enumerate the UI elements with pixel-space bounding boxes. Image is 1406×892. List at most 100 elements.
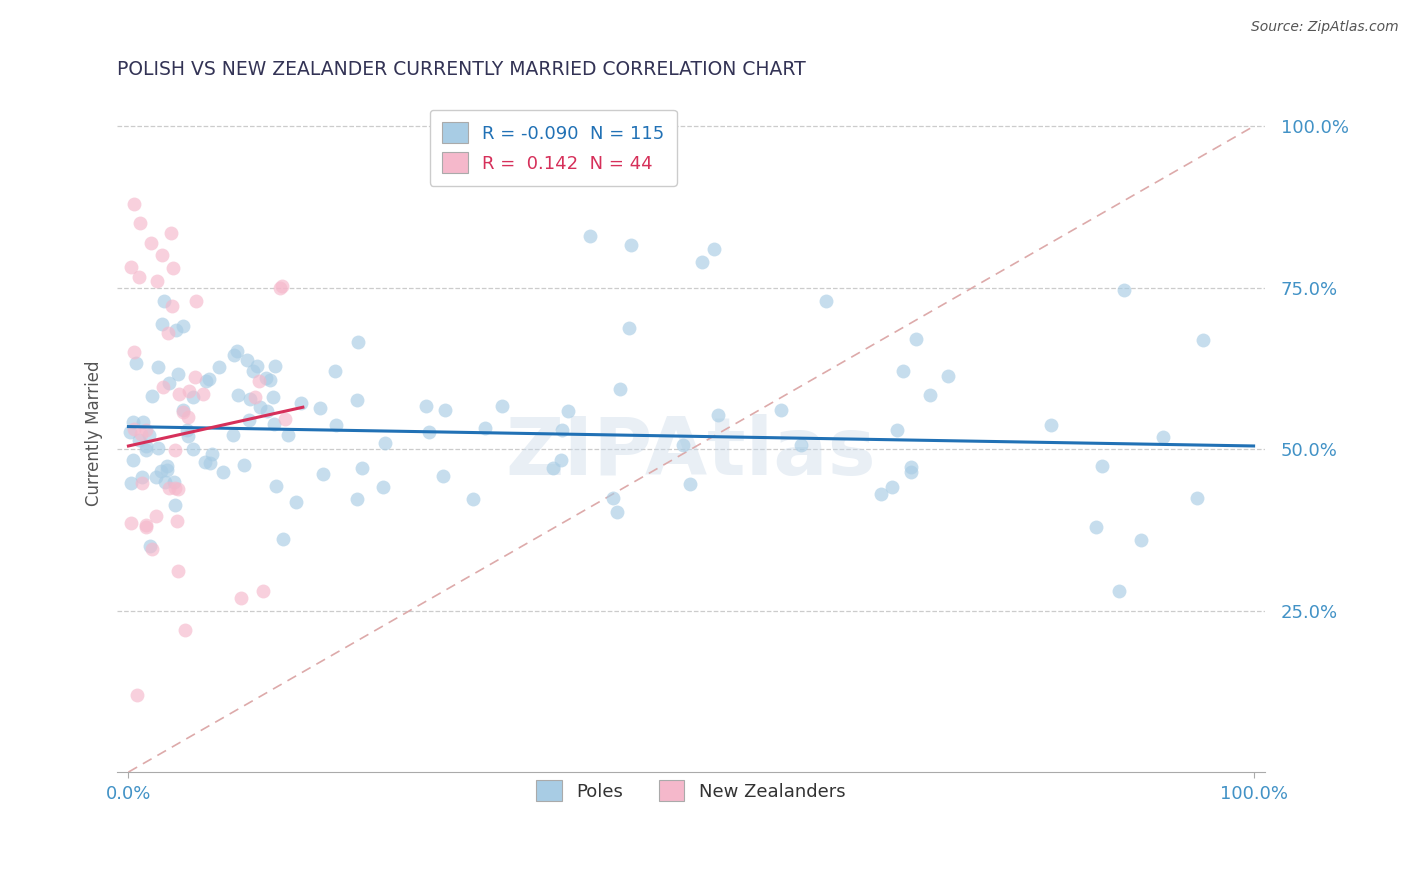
- Point: [145, 508, 167, 523]
- Point: [159, 481, 181, 495]
- Point: [211, 465, 233, 479]
- Point: [167, 483, 190, 497]
- Point: [1191, 333, 1213, 347]
- Point: [135, 439, 157, 453]
- Point: [239, 392, 262, 406]
- Point: [578, 229, 600, 244]
- Point: [181, 442, 204, 456]
- Point: [1108, 584, 1130, 599]
- Point: [167, 564, 190, 578]
- Point: [128, 216, 150, 230]
- Point: [122, 453, 145, 467]
- Point: [131, 469, 153, 483]
- Point: [163, 481, 186, 495]
- Point: [269, 281, 291, 295]
- Point: [165, 323, 187, 337]
- Point: [146, 441, 169, 455]
- Point: [308, 401, 330, 415]
- Point: [346, 491, 368, 506]
- Point: [1185, 491, 1208, 506]
- Point: [132, 415, 155, 429]
- Point: [541, 460, 564, 475]
- Point: [271, 279, 294, 293]
- Point: [172, 405, 194, 419]
- Point: [619, 321, 641, 335]
- Point: [153, 293, 176, 308]
- Point: [148, 359, 170, 374]
- Point: [936, 369, 959, 384]
- Point: [145, 274, 167, 288]
- Point: [1114, 283, 1136, 297]
- Point: [145, 470, 167, 484]
- Point: [226, 387, 249, 401]
- Point: [122, 422, 145, 436]
- Point: [870, 486, 893, 500]
- Point: [166, 515, 188, 529]
- Point: [815, 293, 838, 308]
- Point: [432, 468, 454, 483]
- Point: [254, 371, 277, 385]
- Point: [172, 403, 194, 417]
- Point: [690, 255, 713, 269]
- Point: [191, 387, 214, 401]
- Point: [1085, 519, 1108, 533]
- Point: [177, 410, 200, 425]
- Point: [225, 343, 247, 358]
- Point: [373, 480, 395, 494]
- Point: [184, 369, 207, 384]
- Point: [770, 403, 793, 417]
- Point: [886, 424, 908, 438]
- Point: [229, 591, 252, 605]
- Point: [138, 427, 160, 442]
- Point: [131, 426, 153, 441]
- Point: [173, 623, 195, 637]
- Point: [208, 360, 231, 375]
- Point: [236, 353, 259, 368]
- Point: [198, 456, 221, 470]
- Point: [918, 388, 941, 402]
- Point: [679, 476, 702, 491]
- Point: [163, 475, 186, 490]
- Point: [120, 516, 142, 530]
- Text: ZIPAtlas: ZIPAtlas: [506, 415, 876, 492]
- Point: [312, 467, 335, 482]
- Point: [550, 453, 572, 467]
- Point: [139, 539, 162, 553]
- Point: [891, 364, 914, 378]
- Point: [249, 400, 271, 414]
- Point: [153, 475, 176, 490]
- Point: [418, 425, 440, 440]
- Point: [193, 454, 215, 468]
- Point: [238, 412, 260, 426]
- Point: [463, 491, 485, 506]
- Point: [181, 390, 204, 404]
- Point: [179, 384, 201, 399]
- Point: [551, 424, 574, 438]
- Point: [242, 364, 264, 378]
- Point: [198, 372, 221, 386]
- Point: [277, 428, 299, 442]
- Point: [201, 447, 224, 461]
- Point: [150, 465, 173, 479]
- Point: [118, 425, 141, 439]
- Point: [162, 261, 184, 276]
- Point: [491, 399, 513, 413]
- Point: [789, 438, 811, 452]
- Point: [150, 248, 173, 262]
- Point: [557, 404, 579, 418]
- Point: [222, 348, 245, 362]
- Point: [256, 403, 278, 417]
- Point: [166, 367, 188, 381]
- Point: [602, 491, 624, 506]
- Point: [141, 389, 163, 403]
- Point: [707, 409, 730, 423]
- Point: [263, 417, 285, 431]
- Point: [128, 433, 150, 447]
- Point: [195, 374, 218, 388]
- Point: [167, 387, 190, 401]
- Point: [156, 459, 179, 474]
- Point: [121, 475, 143, 490]
- Text: POLISH VS NEW ZEALANDER CURRENTLY MARRIED CORRELATION CHART: POLISH VS NEW ZEALANDER CURRENTLY MARRIE…: [117, 60, 806, 78]
- Point: [252, 584, 274, 599]
- Point: [606, 505, 628, 519]
